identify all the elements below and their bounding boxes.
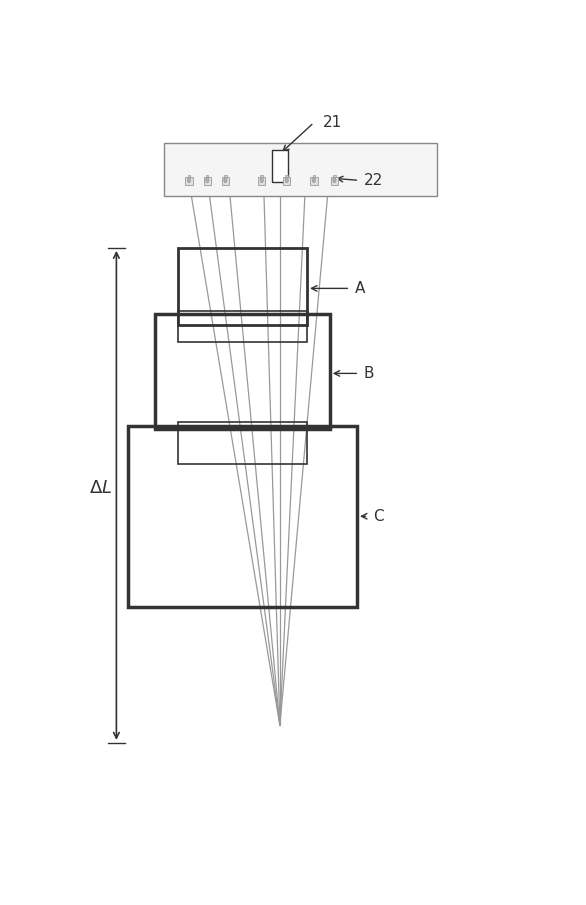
Bar bbox=[206, 175, 209, 177]
Bar bbox=[283, 177, 291, 185]
Bar bbox=[203, 177, 211, 185]
Bar bbox=[155, 314, 330, 429]
Bar bbox=[222, 177, 229, 185]
Circle shape bbox=[312, 177, 316, 183]
Bar bbox=[310, 177, 318, 185]
Bar bbox=[258, 177, 265, 185]
Circle shape bbox=[285, 177, 288, 183]
Bar bbox=[188, 175, 190, 177]
Text: 22: 22 bbox=[364, 173, 383, 188]
Circle shape bbox=[333, 177, 336, 183]
Bar bbox=[185, 177, 193, 185]
Bar bbox=[224, 175, 227, 177]
Bar bbox=[178, 310, 307, 342]
Text: B: B bbox=[364, 366, 374, 381]
Bar bbox=[331, 177, 338, 185]
Text: C: C bbox=[373, 509, 384, 524]
Text: 21: 21 bbox=[323, 115, 342, 130]
Bar bbox=[164, 144, 437, 195]
Text: A: A bbox=[355, 281, 365, 296]
Bar bbox=[178, 248, 307, 325]
Bar bbox=[272, 150, 288, 182]
Circle shape bbox=[206, 177, 209, 183]
Circle shape bbox=[224, 177, 227, 183]
Bar bbox=[285, 175, 288, 177]
Bar bbox=[333, 175, 336, 177]
Bar bbox=[128, 425, 357, 607]
Bar bbox=[178, 422, 307, 464]
Circle shape bbox=[260, 177, 263, 183]
Circle shape bbox=[188, 177, 190, 183]
Bar bbox=[313, 175, 315, 177]
Bar bbox=[261, 175, 263, 177]
Text: $\Delta L$: $\Delta L$ bbox=[89, 480, 112, 498]
